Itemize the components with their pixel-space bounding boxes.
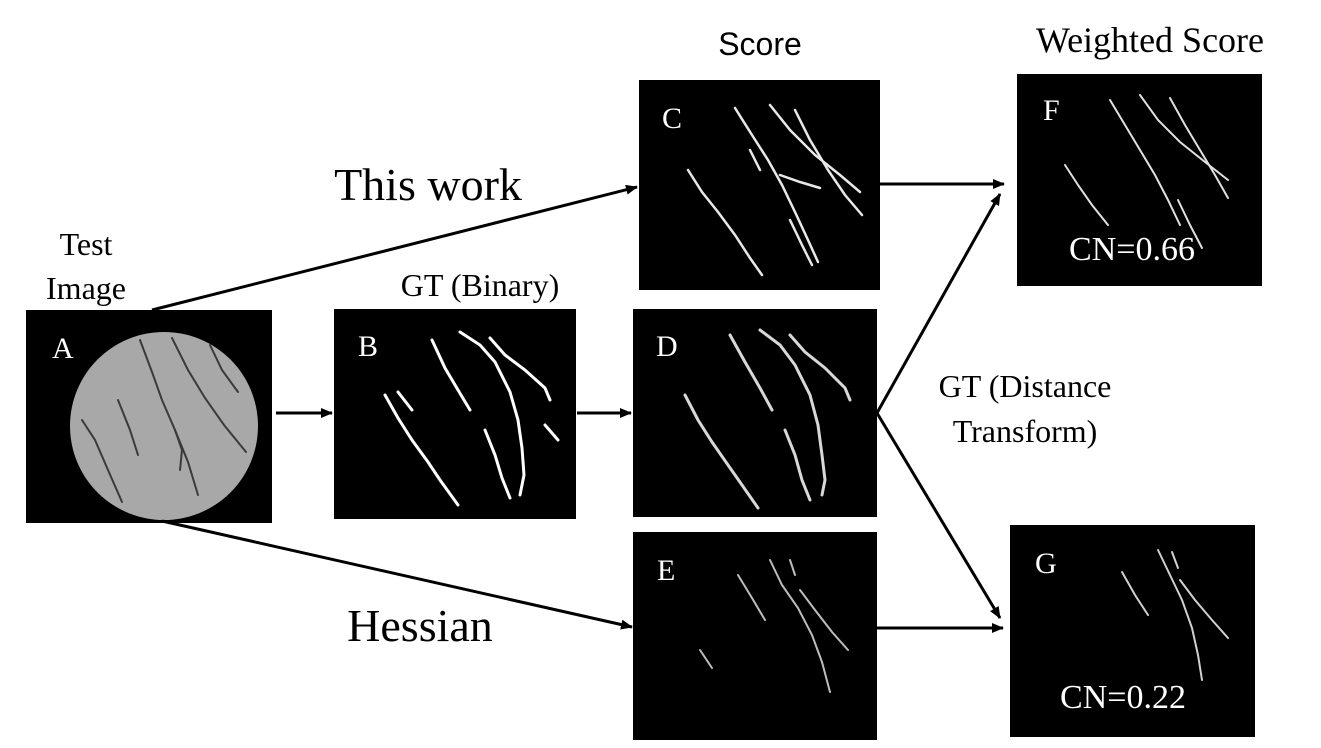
weighted-score-header: Weighted Score (1036, 20, 1264, 60)
score-header: Score (718, 26, 802, 62)
panel-g-letter: G (1035, 547, 1057, 580)
panel-c: C (639, 80, 880, 290)
hessian-label: Hessian (347, 600, 493, 651)
panel-a: A (26, 310, 272, 523)
panel-b: B (334, 309, 576, 519)
panel-e: E (633, 532, 877, 740)
panel-b-letter: B (358, 330, 378, 363)
gt-dt-label-line2: Transform) (953, 413, 1098, 449)
panel-f-letter: F (1043, 94, 1060, 127)
panel-f-cn: CN=0.66 (1069, 231, 1195, 268)
panel-e-letter: E (657, 554, 675, 587)
panel-c-letter: C (662, 102, 682, 135)
image-label: Image (46, 270, 126, 306)
this-work-label: This work (334, 159, 522, 210)
gt-binary-label: GT (Binary) (401, 267, 559, 303)
test-label: Test (60, 226, 113, 262)
arrow-d-to-g (875, 412, 1002, 619)
panel-g: G CN=0.22 (1010, 525, 1255, 737)
panel-d-letter: D (656, 330, 678, 363)
panel-d: D (633, 309, 877, 517)
panel-f: F CN=0.66 (1017, 74, 1262, 286)
panel-g-cn: CN=0.22 (1060, 679, 1186, 716)
arrow-a-to-c (151, 184, 638, 312)
arrow-a-to-e (161, 519, 633, 630)
panel-a-letter: A (52, 332, 74, 365)
gt-dt-label-line1: GT (Distance (939, 368, 1112, 404)
arrow-d-to-f (875, 193, 1002, 414)
